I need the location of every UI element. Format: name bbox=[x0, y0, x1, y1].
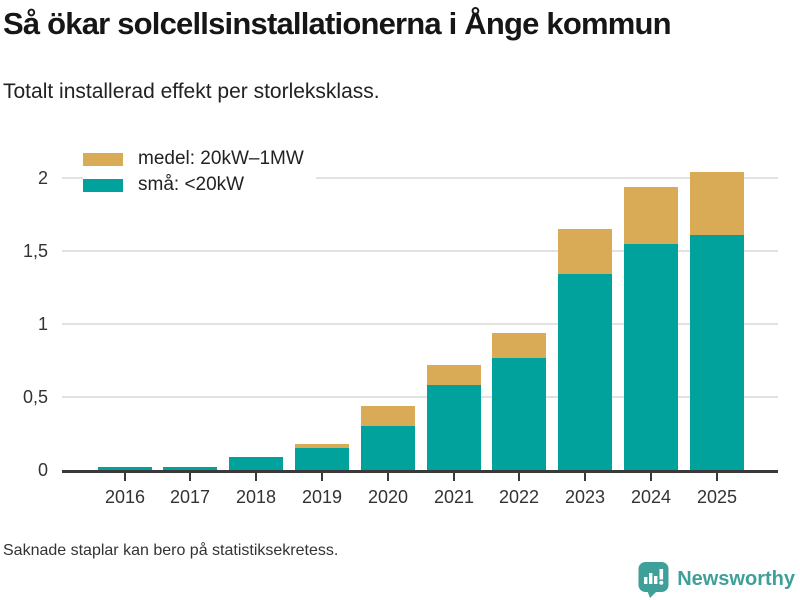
y-tick-label: 0 bbox=[37, 460, 48, 480]
legend-label-sma: små: <20kW bbox=[138, 174, 245, 195]
x-tick-label: 2025 bbox=[696, 487, 738, 507]
x-axis-tick bbox=[650, 473, 652, 481]
legend: medel: 20kW–1MW små: <20kW bbox=[83, 146, 316, 198]
x-axis-tick bbox=[518, 473, 520, 481]
x-axis-tick bbox=[124, 473, 126, 481]
gridline bbox=[62, 396, 778, 398]
bar-segment-sma bbox=[690, 235, 744, 470]
y-tick-label: 2 bbox=[37, 168, 48, 188]
x-axis-tick bbox=[321, 473, 323, 481]
bar-segment-sma bbox=[98, 467, 152, 470]
bar-segment-medel bbox=[690, 172, 744, 235]
bar-segment-sma bbox=[558, 274, 612, 470]
bar-segment-sma bbox=[492, 358, 546, 470]
bar-segment-medel bbox=[558, 229, 612, 274]
x-tick-label: 2023 bbox=[564, 487, 606, 507]
x-axis-tick bbox=[387, 473, 389, 481]
brand-logo: Newsworthy bbox=[638, 561, 795, 598]
page-title: Så ökar solcellsinstallationerna i Ånge … bbox=[3, 6, 672, 41]
x-tick-label: 2016 bbox=[104, 487, 146, 507]
gridline bbox=[62, 177, 778, 179]
x-axis-tick bbox=[716, 473, 718, 481]
bar-segment-sma bbox=[361, 426, 415, 470]
newsworthy-bubble-chart-icon bbox=[638, 562, 669, 598]
legend-item-sma: små: <20kW bbox=[83, 172, 316, 198]
x-axis-tick bbox=[584, 473, 586, 481]
gridline bbox=[62, 323, 778, 325]
bar-segment-medel bbox=[624, 187, 678, 244]
x-tick-label: 2022 bbox=[498, 487, 540, 507]
bar-segment-medel bbox=[361, 406, 415, 426]
y-tick-label: 1,5 bbox=[22, 241, 48, 261]
page-subtitle: Totalt installerad effekt per storlekskl… bbox=[3, 80, 380, 103]
x-axis-tick bbox=[453, 473, 455, 481]
bar-segment-sma bbox=[295, 448, 349, 470]
legend-swatch-sma bbox=[83, 178, 123, 192]
legend-label-medel: medel: 20kW–1MW bbox=[138, 148, 304, 169]
bar-segment-sma bbox=[624, 244, 678, 470]
bar-segment-medel bbox=[295, 444, 349, 448]
x-tick-label: 2020 bbox=[367, 487, 409, 507]
x-tick-label: 2018 bbox=[235, 487, 277, 507]
x-tick-label: 2024 bbox=[630, 487, 672, 507]
bar-segment-medel bbox=[492, 333, 546, 358]
footer-note: Saknade staplar kan bero på statistiksek… bbox=[3, 542, 339, 559]
bar-segment-sma bbox=[427, 385, 481, 470]
y-tick-label: 1 bbox=[37, 314, 48, 334]
x-axis-line bbox=[62, 470, 778, 473]
brand-name: Newsworthy bbox=[677, 568, 795, 590]
x-axis-tick bbox=[189, 473, 191, 481]
bar-segment-sma bbox=[229, 457, 283, 470]
legend-item-medel: medel: 20kW–1MW bbox=[83, 146, 316, 172]
gridline bbox=[62, 250, 778, 252]
bar-segment-sma bbox=[163, 467, 217, 470]
bar-segment-medel bbox=[427, 365, 481, 385]
legend-swatch-medel bbox=[83, 152, 123, 166]
x-tick-label: 2017 bbox=[169, 487, 211, 507]
x-tick-label: 2019 bbox=[301, 487, 343, 507]
x-axis-tick bbox=[255, 473, 257, 481]
x-tick-label: 2021 bbox=[433, 487, 475, 507]
y-tick-label: 0,5 bbox=[22, 387, 48, 407]
